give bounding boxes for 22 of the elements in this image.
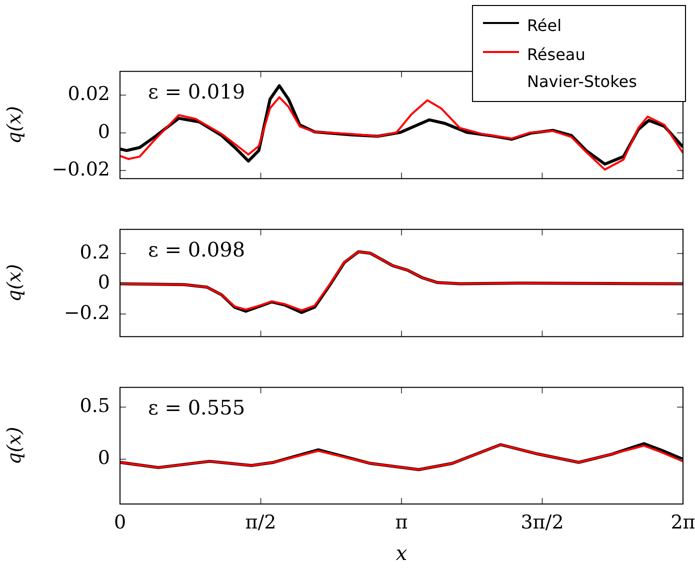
y-tick-label: 0.2	[80, 241, 110, 264]
y-tick-label: 0.02	[68, 83, 110, 106]
annotation: ε = 0.555	[148, 396, 246, 420]
x-tick-label: π	[395, 511, 408, 534]
x-tick-label: 0	[114, 511, 126, 534]
legend-label: Réel	[527, 16, 562, 35]
legend-label: Réseau Navier-Stokes	[527, 45, 637, 91]
y-tick-label: 0.5	[80, 395, 110, 418]
annotation: ε = 0.019	[148, 80, 246, 104]
y-axis-title: q(x)	[3, 106, 26, 144]
x-tick-label: 3π/2	[520, 511, 564, 534]
annotation: ε = 0.098	[148, 238, 246, 262]
x-tick-label: 2π	[670, 511, 695, 534]
y-tick-label: 0	[98, 120, 110, 143]
y-axis-title: q(x)	[3, 426, 26, 465]
y-tick-label: 0	[98, 447, 110, 470]
y-tick-label: −0.02	[52, 158, 110, 180]
y-tick-label: 0	[98, 272, 110, 294]
y-tick-label: −0.2	[64, 302, 110, 324]
x-tick-label: π/2	[245, 511, 276, 534]
x-axis-title: x	[396, 541, 408, 566]
y-axis-title: q(x)	[3, 264, 26, 302]
